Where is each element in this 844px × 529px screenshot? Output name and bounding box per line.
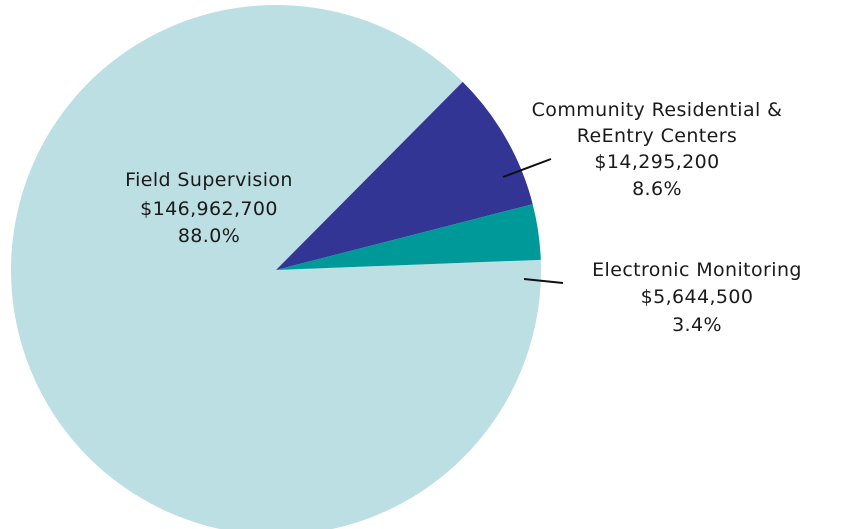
slice-amount-community-residential: $14,295,200 xyxy=(594,151,719,173)
slice-percent-field-supervision: 88.0% xyxy=(178,225,240,247)
leader-line-electronic-monitoring xyxy=(523,278,564,284)
slice-field-supervision xyxy=(11,5,541,529)
pie-slices xyxy=(11,5,541,529)
slice-electronic-monitoring xyxy=(276,204,541,270)
slice-name-community-residential-line1: Community Residential & xyxy=(532,99,783,121)
leader-lines xyxy=(502,158,564,284)
slice-label-field-supervision: Field Supervision $146,962,700 88.0% xyxy=(125,169,293,247)
leader-line-community-residential xyxy=(502,158,552,178)
slice-name-field-supervision: Field Supervision xyxy=(125,169,293,191)
slice-percent-electronic-monitoring: 3.4% xyxy=(672,314,722,336)
slice-name-community-residential-line2: ReEntry Centers xyxy=(577,125,737,147)
slice-amount-field-supervision: $146,962,700 xyxy=(140,198,278,220)
slice-amount-electronic-monitoring: $5,644,500 xyxy=(641,286,754,308)
slice-percent-community-residential: 8.6% xyxy=(632,178,682,200)
slice-name-electronic-monitoring: Electronic Monitoring xyxy=(592,259,802,281)
slice-community-residential xyxy=(276,81,533,270)
slice-label-community-residential: Community Residential & ReEntry Centers … xyxy=(532,99,783,200)
slice-label-electronic-monitoring: Electronic Monitoring $5,644,500 3.4% xyxy=(592,259,802,336)
